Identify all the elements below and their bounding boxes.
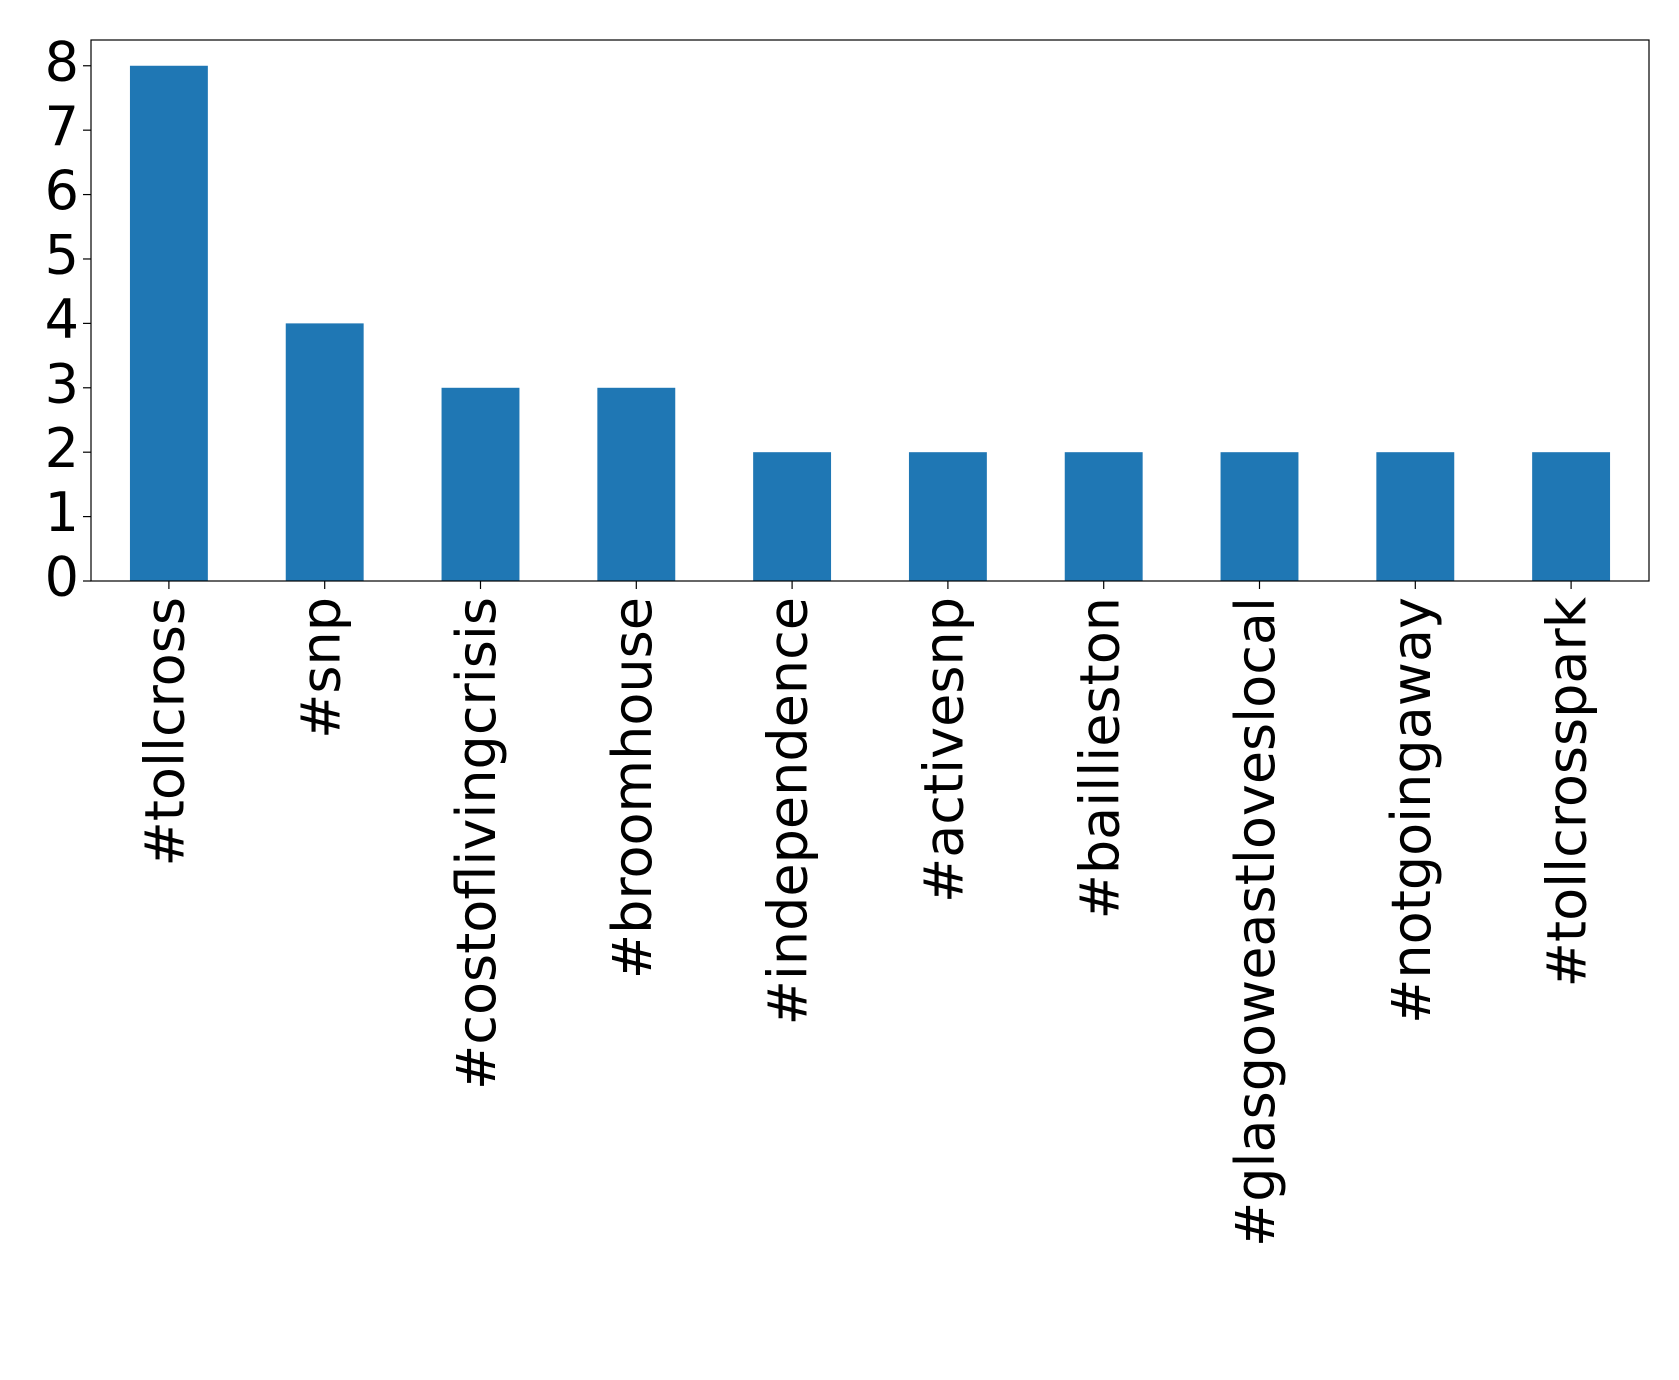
- x-tick-label: #activesnp: [913, 597, 976, 903]
- x-tick-label: #snp: [289, 597, 352, 739]
- x-tick-label: #baillieston: [1068, 597, 1131, 919]
- x-tick-label: #tollcrosspark: [1536, 596, 1599, 987]
- x-tick-label: #broomhouse: [601, 597, 664, 979]
- bar: [908, 452, 987, 581]
- y-tick-label: 8: [45, 30, 79, 93]
- x-tick-label: #independence: [757, 597, 820, 1025]
- bar: [1064, 452, 1143, 581]
- bar: [285, 323, 364, 581]
- x-tick-label: #notgoingaway: [1380, 597, 1443, 1024]
- y-tick-label: 0: [45, 546, 79, 609]
- bar: [753, 452, 832, 581]
- y-tick-label: 5: [45, 224, 79, 287]
- bar: [1532, 452, 1611, 581]
- bar: [1376, 452, 1455, 581]
- bar: [597, 387, 676, 581]
- bar: [129, 65, 208, 581]
- bar: [441, 387, 520, 581]
- y-tick-label: 4: [45, 288, 79, 351]
- x-tick-label: #tollcross: [134, 597, 197, 866]
- x-tick-label: #costoflivingcrisis: [445, 597, 508, 1090]
- y-tick-label: 1: [45, 481, 79, 544]
- plot-frame: [90, 39, 1650, 582]
- y-tick-label: 3: [45, 352, 79, 415]
- y-tick-label: 7: [45, 95, 79, 158]
- y-tick-label: 2: [45, 417, 79, 480]
- x-tick-label: #glasgoweastloveslocal: [1224, 597, 1287, 1247]
- bar: [1220, 452, 1299, 581]
- y-tick-label: 6: [45, 159, 79, 222]
